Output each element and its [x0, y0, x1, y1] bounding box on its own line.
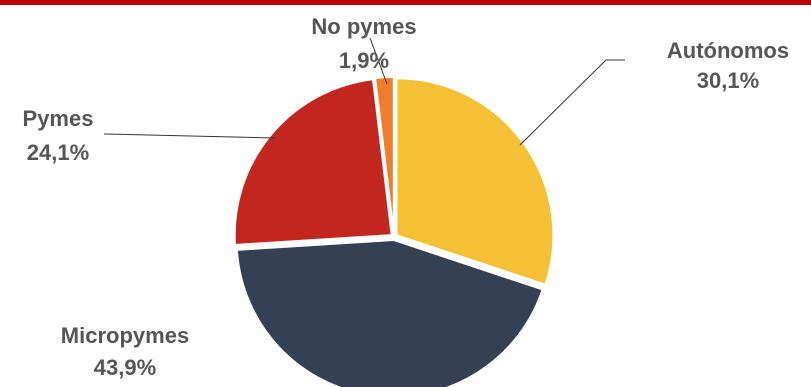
pie-slice-pymes — [233, 78, 393, 246]
slice-value-label: 43,9% — [94, 355, 156, 380]
slice-label: Autónomos — [667, 38, 789, 63]
pie-slice-micropymes — [235, 238, 544, 387]
slice-label: Pymes — [23, 106, 94, 131]
data-labels: Autónomos 30,1% Micropymes 43,9% Pymes 24,1% N… — [23, 14, 790, 380]
slice-label: Micropymes — [61, 323, 189, 348]
slice-value-label: 30,1% — [697, 68, 759, 93]
slice-value-label: 1,9% — [339, 48, 389, 73]
pie-slice-autonomos — [395, 77, 555, 286]
slice-value-label: 24,1% — [27, 140, 89, 165]
header-accent-bar — [0, 0, 811, 5]
slice-label: No pymes — [311, 14, 416, 39]
leader-line — [103, 133, 276, 139]
leader-line — [369, 37, 388, 85]
leader-lines — [103, 37, 625, 146]
pie-slices — [233, 76, 555, 387]
leader-line — [519, 59, 625, 146]
